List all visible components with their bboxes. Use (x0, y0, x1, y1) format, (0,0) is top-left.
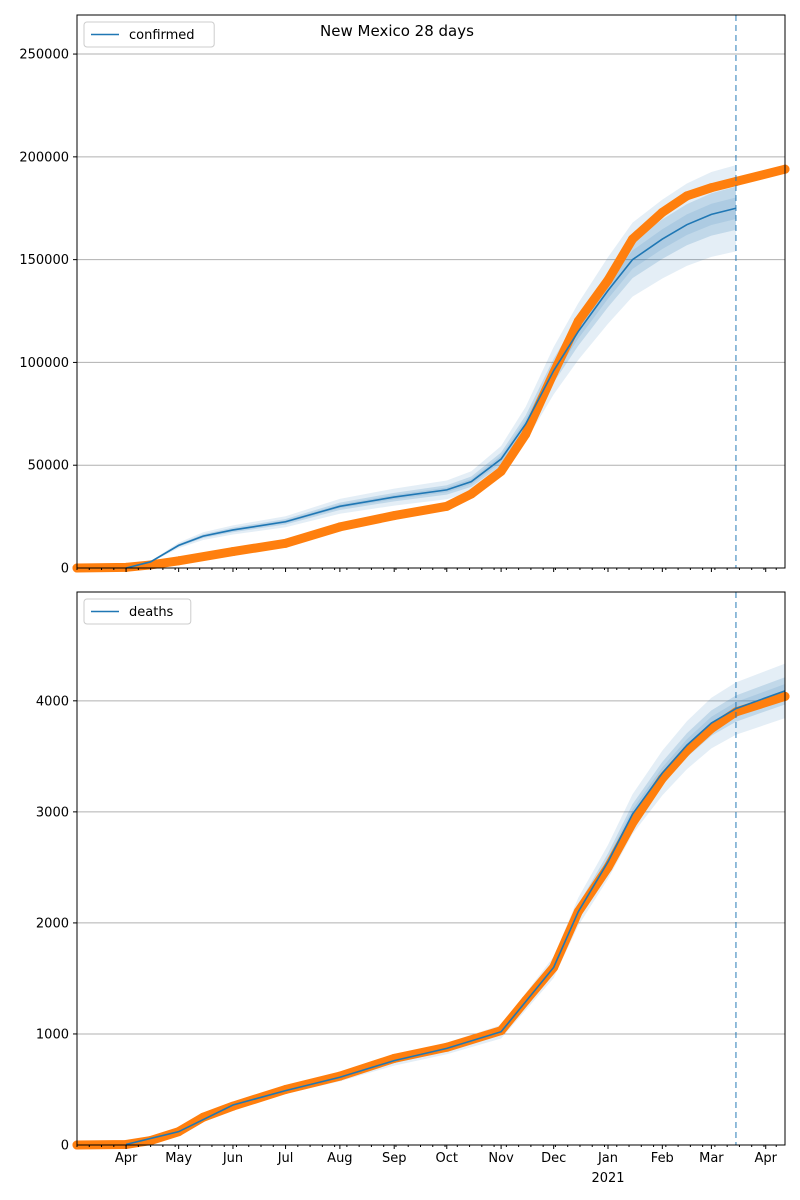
observed-point (335, 522, 345, 532)
x-tick-label: Apr (115, 1151, 138, 1166)
legend: confirmed (83, 21, 215, 48)
observed-point (657, 207, 667, 217)
y-tick-label: 100000 (19, 356, 69, 371)
y-tick-label: 2000 (36, 916, 69, 931)
axes-frame (76, 591, 786, 1146)
observed-point (174, 556, 184, 566)
x-tick-label: May (165, 1151, 192, 1166)
model-mean-line (125, 690, 786, 1146)
x-tick-label: Feb (651, 1151, 674, 1166)
x-tick-label: Aug (327, 1151, 352, 1166)
x-tick-label: Jul (277, 1151, 294, 1166)
legend-label: deaths (129, 605, 174, 620)
deaths-panel: 0 1000 2000 3000 4000 deaths Apr May Jun Jul Aug Se… (36, 591, 790, 1186)
observed-point (603, 275, 613, 285)
chart-title: New Mexico 28 days (320, 22, 474, 40)
x-tick-label: Nov (488, 1151, 514, 1166)
y-tick-label: 200000 (19, 150, 69, 165)
observed-point (731, 177, 741, 187)
x-tick-label: Oct (436, 1151, 458, 1166)
legend: deaths (83, 598, 192, 625)
observed-point (389, 511, 399, 521)
observed-point (442, 501, 452, 511)
y-tick-label: 3000 (36, 805, 69, 820)
confirmed-panel: 0 50000 100000 150000 200000 250000 confirmed N… (19, 14, 790, 577)
y-tick-label: 4000 (36, 694, 69, 709)
observed-point (628, 234, 638, 244)
y-tick-label: 150000 (19, 253, 69, 268)
model-mean-line (125, 207, 737, 569)
core-uncertainty-band (126, 197, 736, 568)
observed-point (682, 191, 692, 201)
observed-point (521, 429, 531, 439)
x-tick-label: Apr (754, 1151, 777, 1166)
observed-point (706, 724, 716, 734)
x-tick-label: Dec (541, 1151, 566, 1166)
axes-frame (76, 14, 786, 569)
legend-box (83, 598, 192, 625)
x-tick-label: Mar (699, 1151, 724, 1166)
observed-series (72, 691, 790, 1150)
legend-box (83, 21, 215, 48)
y-tick-label: 0 (61, 1139, 69, 1154)
observed-point (628, 818, 638, 828)
observed-point (466, 489, 476, 499)
y-tick-label: 250000 (19, 48, 69, 63)
observed-point (573, 316, 583, 326)
observed-point (198, 1112, 208, 1122)
y-tick-label: 1000 (36, 1027, 69, 1042)
y-tick-label: 50000 (28, 459, 69, 474)
legend-label: confirmed (129, 28, 195, 43)
observed-point (706, 183, 716, 193)
observed-point (281, 538, 291, 548)
observed-point (228, 547, 238, 557)
y-tick-label: 0 (61, 562, 69, 577)
observed-point (496, 466, 506, 476)
x-tick-label: Jun (222, 1151, 243, 1166)
x-tick-label: Sep (382, 1151, 407, 1166)
x-tick-label: Jan (597, 1151, 618, 1166)
year-label: 2021 (591, 1171, 624, 1186)
